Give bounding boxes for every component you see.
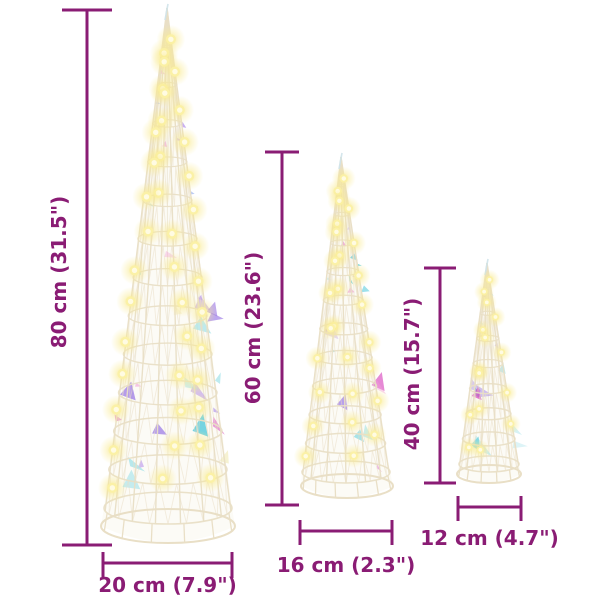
width-label-large: 20 cm (7.9") [98, 573, 237, 597]
height-dimension-small: 40 cm (15.7") [400, 266, 456, 485]
large-cone-illustration [97, 3, 236, 544]
cone-tip [484, 258, 489, 276]
led-lights [97, 24, 225, 503]
width-dimension-medium: 16 cm (2.3") [277, 520, 416, 577]
led-lights [293, 166, 390, 469]
cone-base-stand [100, 508, 236, 544]
height-dimension-medium: 60 cm (23.6") [241, 150, 299, 507]
width-label-medium: 16 cm (2.3") [277, 553, 416, 577]
cone-base-stand [456, 464, 522, 484]
cone-tip [338, 152, 343, 170]
height-label-medium: 60 cm (23.6") [241, 252, 265, 405]
height-label-large: 80 cm (31.5") [47, 196, 71, 349]
width-dimension-large: 20 cm (7.9") [98, 552, 237, 597]
width-label-small: 12 cm (4.7") [420, 526, 559, 550]
cone-base-stand [300, 473, 394, 499]
cone-tip [164, 3, 169, 21]
width-dimension-small: 12 cm (4.7") [420, 496, 559, 550]
small-cone-illustration [456, 258, 528, 484]
height-label-small: 40 cm (15.7") [400, 298, 424, 451]
medium-cone-illustration [293, 152, 394, 499]
height-dimension-large: 80 cm (31.5") [47, 8, 112, 547]
led-lights [458, 269, 521, 460]
